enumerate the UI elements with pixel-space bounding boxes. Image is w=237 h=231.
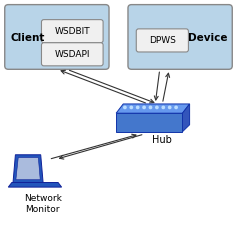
FancyBboxPatch shape — [136, 29, 188, 52]
Text: Client: Client — [11, 33, 45, 43]
Text: WSDAPI: WSDAPI — [55, 50, 90, 59]
Circle shape — [156, 106, 158, 109]
Circle shape — [169, 106, 171, 109]
Polygon shape — [8, 182, 62, 187]
Text: Device: Device — [188, 33, 228, 43]
Circle shape — [149, 106, 152, 109]
Polygon shape — [182, 104, 190, 132]
Circle shape — [175, 106, 177, 109]
Circle shape — [130, 106, 132, 109]
Text: DPWS: DPWS — [149, 36, 176, 45]
Text: Network
Monitor: Network Monitor — [24, 194, 62, 214]
Polygon shape — [116, 113, 182, 132]
Circle shape — [162, 106, 164, 109]
Polygon shape — [116, 104, 190, 113]
Text: Hub: Hub — [152, 135, 172, 145]
FancyBboxPatch shape — [5, 5, 109, 69]
FancyBboxPatch shape — [128, 5, 232, 69]
FancyBboxPatch shape — [41, 20, 103, 43]
Text: WSDBIT: WSDBIT — [55, 27, 90, 36]
Polygon shape — [13, 155, 43, 182]
Circle shape — [124, 106, 126, 109]
FancyBboxPatch shape — [41, 43, 103, 66]
Circle shape — [137, 106, 139, 109]
Circle shape — [143, 106, 145, 109]
Polygon shape — [16, 158, 40, 180]
